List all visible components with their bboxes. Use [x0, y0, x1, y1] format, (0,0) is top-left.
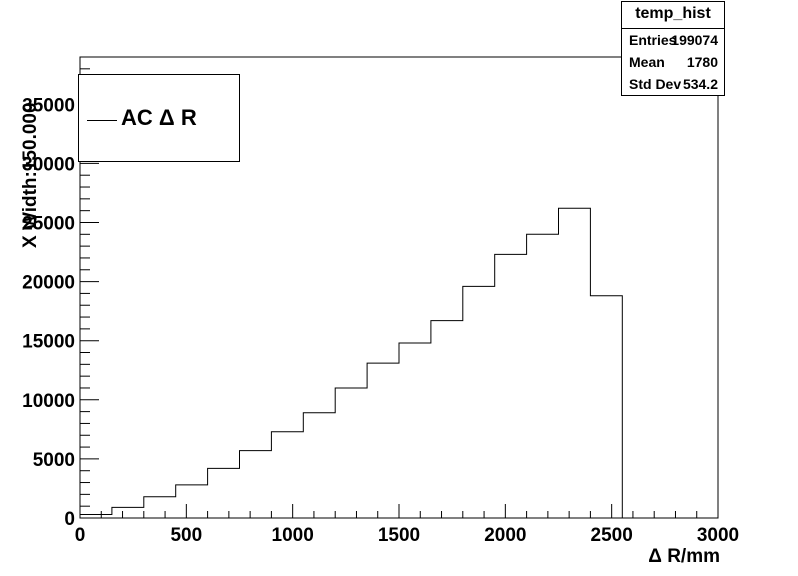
histogram-bins	[80, 208, 622, 518]
x-tick-label: 1500	[378, 525, 420, 546]
histogram-step-line	[79, 207, 718, 519]
y-tick-label: 5000	[33, 450, 75, 471]
histogram-bin	[559, 208, 591, 518]
y-tick-label: 0	[64, 509, 75, 530]
histogram-bin	[144, 497, 176, 518]
histogram-bin	[495, 254, 527, 518]
stats-value: 534.2	[682, 76, 718, 92]
axis-ticks	[79, 56, 719, 519]
y-tick-label: 15000	[22, 332, 75, 353]
histogram-bin	[303, 413, 335, 518]
y-axis-label: X Width:150.000	[20, 102, 41, 248]
x-tick-label: 2500	[591, 525, 633, 546]
stats-value: 199074	[671, 32, 718, 48]
histogram-bin	[240, 451, 272, 518]
stats-row-mean: Mean 1780	[629, 51, 718, 73]
x-axis-label: Δ R/mm	[648, 546, 720, 567]
histogram-bin	[527, 234, 559, 518]
x-tick-labels: 0 500 1000 1500 2000 2500 3000	[75, 525, 739, 546]
x-tick-label: 0	[75, 525, 86, 546]
x-tick-label: 500	[170, 525, 202, 546]
y-tick-label: 25000	[22, 213, 75, 234]
histogram-bin	[335, 388, 367, 518]
histogram-bin	[590, 296, 622, 518]
y-tick-label: 10000	[22, 391, 75, 412]
y-tick-label: 20000	[22, 273, 75, 294]
histogram-bin	[271, 432, 303, 518]
histogram-bin	[431, 321, 463, 518]
stats-box: temp_hist Entries 199074 Mean 1780 Std D…	[621, 1, 725, 96]
x-tick-label: 2000	[484, 525, 526, 546]
stats-key: Std Dev	[629, 76, 682, 92]
histogram-bin	[367, 363, 399, 518]
stats-row-entries: Entries 199074	[629, 29, 718, 51]
y-tick-label: 35000	[22, 95, 75, 116]
stats-value: 1780	[686, 54, 718, 70]
stats-key: Mean	[629, 54, 665, 70]
y-tick-label: 30000	[22, 154, 75, 175]
histogram-bin	[399, 343, 431, 518]
x-tick-label: 3000	[697, 525, 739, 546]
legend: AC Δ R	[78, 74, 240, 162]
histogram-bin	[208, 468, 240, 518]
histogram-bin	[176, 485, 208, 518]
histogram-bin	[80, 514, 112, 518]
histogram-bin	[463, 286, 495, 518]
histogram-bin	[112, 507, 144, 518]
stats-row-std-dev: Std Dev 534.2	[629, 73, 718, 95]
stats-key: Entries	[629, 32, 677, 48]
legend-label: AC Δ R	[121, 105, 197, 130]
stats-title: temp_hist	[622, 2, 724, 29]
y-tick-labels: 0 5000 10000 15000 20000 25000 30000 35000	[22, 95, 75, 530]
x-tick-label: 1000	[272, 525, 314, 546]
legend-line-swatch	[87, 120, 117, 121]
